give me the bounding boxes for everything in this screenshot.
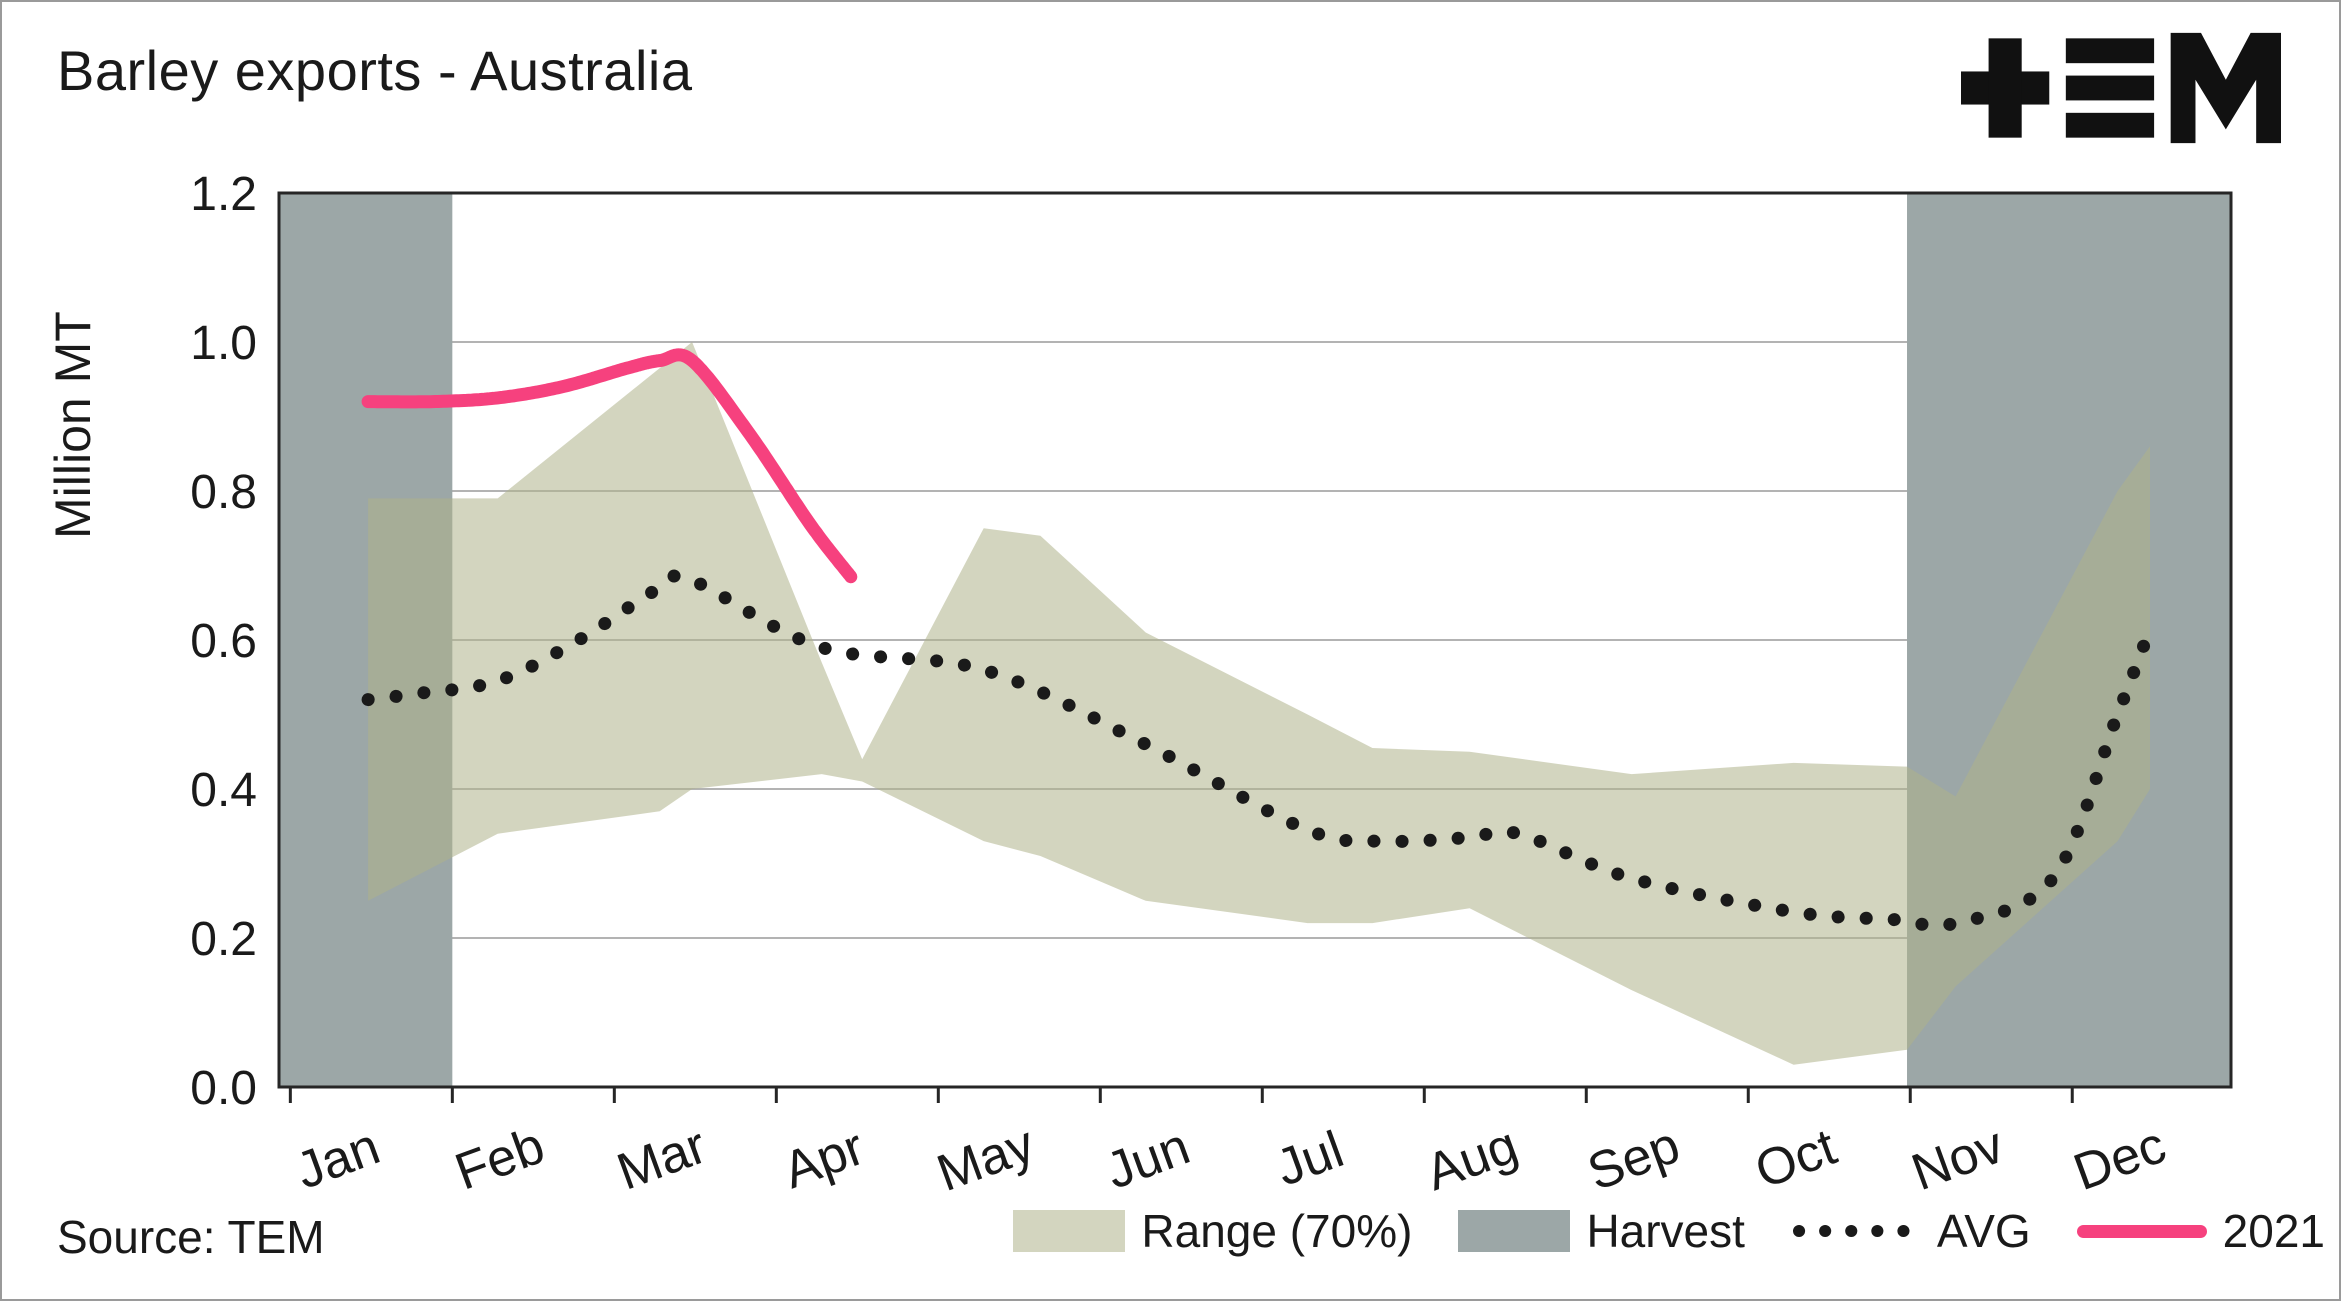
x-axis-label: Nov bbox=[1904, 1116, 2011, 1202]
legend-item-harvest: Harvest bbox=[1458, 1204, 1745, 1258]
x-axis-label: Feb bbox=[448, 1116, 552, 1201]
x-axis-label: Mar bbox=[610, 1116, 714, 1201]
legend-swatch-harvest bbox=[1458, 1210, 1571, 1252]
legend-item-2021: 2021 bbox=[2076, 1204, 2325, 1258]
legend-label-range: Range (70%) bbox=[1141, 1205, 1413, 1257]
legend: Range (70%) Harvest AVG 2021 bbox=[1013, 1204, 2325, 1258]
logo-m-icon bbox=[2170, 32, 2281, 144]
y-tick-label: 0.6 bbox=[190, 615, 257, 668]
x-axis-label: Oct bbox=[1748, 1118, 1844, 1200]
x-axis-label: Dec bbox=[2066, 1116, 2173, 1202]
x-axis-label: Aug bbox=[1418, 1116, 1525, 1202]
legend-label-2021: 2021 bbox=[2222, 1205, 2325, 1257]
tem-logo-icon bbox=[1961, 32, 2281, 144]
legend-swatch-2021 bbox=[2076, 1224, 2207, 1238]
page-title: Barley exports - Australia bbox=[57, 39, 693, 102]
plot-border bbox=[277, 191, 2233, 1089]
x-axis-label: Sep bbox=[1580, 1116, 1687, 1202]
x-axis-label: May bbox=[930, 1115, 1042, 1203]
legend-swatch-avg bbox=[1792, 1225, 1919, 1237]
x-axis-label: Jul bbox=[1269, 1120, 1351, 1197]
y-tick-label: 1.0 bbox=[190, 317, 257, 370]
y-tick-label: 0.8 bbox=[190, 466, 257, 519]
line-2021 bbox=[361, 348, 858, 584]
x-axis-label: Apr bbox=[776, 1118, 872, 1200]
y-tick-label: 0.2 bbox=[190, 913, 257, 966]
legend-item-avg: AVG bbox=[1791, 1204, 2031, 1258]
y-tick-label: 0.0 bbox=[190, 1062, 257, 1115]
legend-swatch-range bbox=[1013, 1210, 1126, 1252]
logo-e-icon bbox=[2065, 38, 2155, 138]
logo-plus-vertical bbox=[1988, 38, 2022, 138]
legend-label-harvest: Harvest bbox=[1586, 1205, 1745, 1257]
x-axis-label: Jun bbox=[1099, 1117, 1198, 1200]
source-note: Source: TEM bbox=[57, 1211, 325, 1263]
range-band bbox=[368, 342, 2151, 1065]
tem-logo bbox=[1961, 32, 2281, 144]
legend-item-range: Range (70%) bbox=[1013, 1204, 1412, 1258]
y-tick-label: 0.4 bbox=[190, 764, 257, 817]
legend-label-avg: AVG bbox=[1936, 1205, 2031, 1257]
x-axis-label: Jan bbox=[289, 1117, 388, 1200]
y-tick-label: 1.2 bbox=[190, 168, 257, 221]
